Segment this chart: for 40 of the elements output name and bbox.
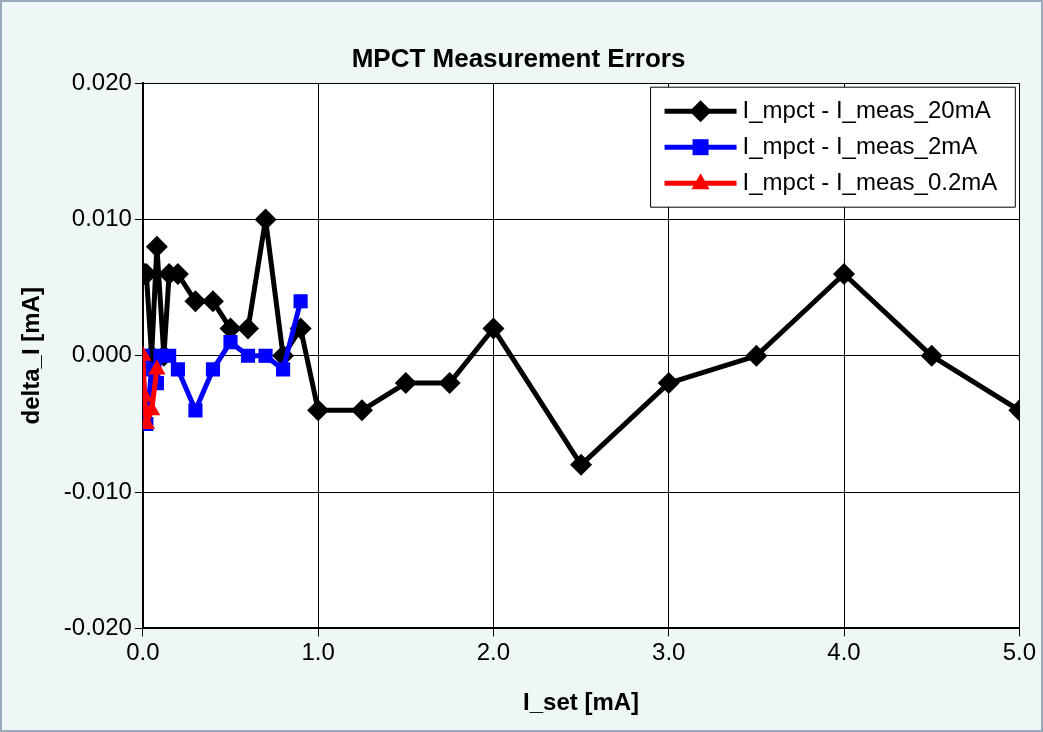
point xyxy=(276,362,291,377)
x-tick-label: 4.0 xyxy=(827,638,861,666)
y-tick-label: 0.000 xyxy=(71,340,132,368)
point xyxy=(237,317,260,340)
chart-title: MPCT Measurement Errors xyxy=(351,42,686,73)
x-tick-label: 5.0 xyxy=(1002,638,1037,666)
point xyxy=(657,372,680,395)
y-tick-label: 0.010 xyxy=(71,204,132,232)
point xyxy=(307,399,330,422)
point xyxy=(394,372,417,395)
point xyxy=(170,362,185,377)
y-axis-title: delta_I [mA] xyxy=(17,287,45,425)
point xyxy=(350,399,373,422)
point xyxy=(833,263,856,286)
point xyxy=(745,344,768,367)
point xyxy=(223,335,238,350)
x-tick-label: 0.0 xyxy=(126,638,160,666)
point xyxy=(570,453,593,476)
point xyxy=(184,290,207,313)
point xyxy=(162,348,177,363)
point xyxy=(145,235,168,258)
x-tick-label: 1.0 xyxy=(301,638,335,666)
point xyxy=(240,348,256,363)
y-tick-label: 0.020 xyxy=(71,67,132,95)
legend-label: I_mpct - I_meas_20mA xyxy=(742,95,991,123)
point xyxy=(188,403,203,418)
y-tick-label: -0.020 xyxy=(63,613,132,641)
point xyxy=(201,290,224,313)
point xyxy=(293,294,308,309)
legend-label: I_mpct - I_meas_2mA xyxy=(742,131,978,159)
point xyxy=(205,362,221,377)
point xyxy=(258,348,273,363)
x-tick-label: 2.0 xyxy=(476,638,511,666)
point xyxy=(920,344,943,367)
y-tick-label: -0.010 xyxy=(63,476,132,504)
legend-label: I_mpct - I_meas_0.2mA xyxy=(742,167,998,195)
point xyxy=(482,317,505,340)
x-tick-label: 3.0 xyxy=(652,638,686,666)
point xyxy=(438,372,461,395)
x-axis-title: I_set [mA] xyxy=(523,688,640,716)
